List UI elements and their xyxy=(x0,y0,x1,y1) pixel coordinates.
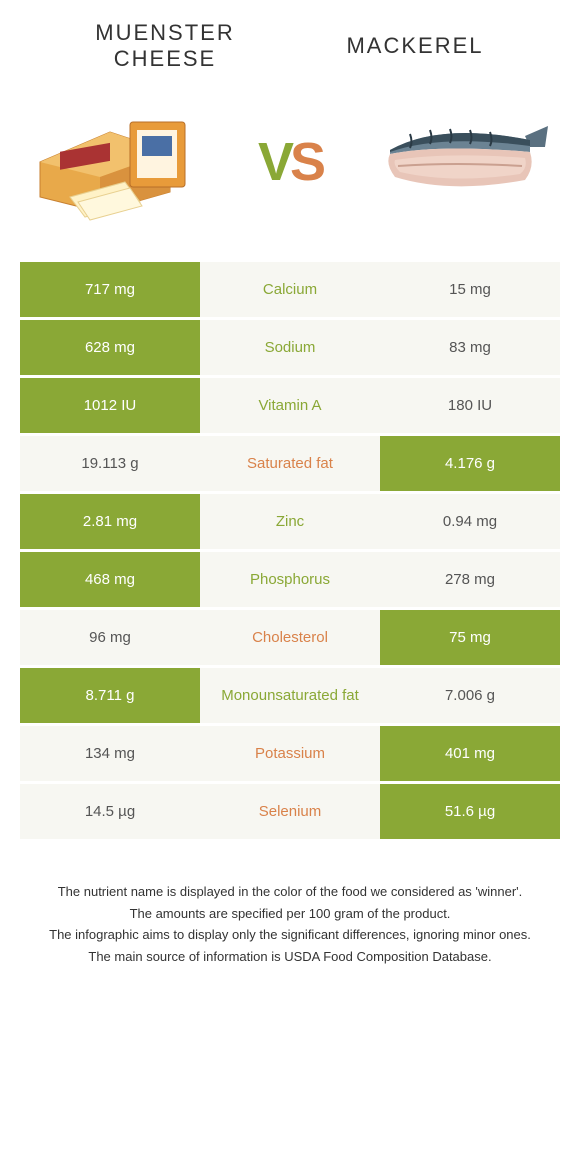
nutrient-label: Saturated fat xyxy=(200,436,380,491)
left-value: 8.711 g xyxy=(20,668,200,723)
table-row: 1012 IUVitamin A180 IU xyxy=(20,378,560,433)
footnote-line: The nutrient name is displayed in the co… xyxy=(40,882,540,902)
mackerel-icon xyxy=(380,112,550,212)
nutrient-label: Cholesterol xyxy=(200,610,380,665)
table-row: 468 mgPhosphorus278 mg xyxy=(20,552,560,607)
table-row: 19.113 gSaturated fat4.176 g xyxy=(20,436,560,491)
nutrient-label: Vitamin A xyxy=(200,378,380,433)
left-value: 19.113 g xyxy=(20,436,200,491)
table-row: 2.81 mgZinc0.94 mg xyxy=(20,494,560,549)
left-value: 2.81 mg xyxy=(20,494,200,549)
footnotes: The nutrient name is displayed in the co… xyxy=(0,842,580,966)
table-row: 628 mgSodium83 mg xyxy=(20,320,560,375)
left-value: 717 mg xyxy=(20,262,200,317)
table-row: 96 mgCholesterol75 mg xyxy=(20,610,560,665)
vs-v: V xyxy=(258,132,290,192)
vs-s: S xyxy=(290,132,322,192)
left-value: 96 mg xyxy=(20,610,200,665)
right-value: 75 mg xyxy=(380,610,560,665)
right-value: 278 mg xyxy=(380,552,560,607)
fish-image xyxy=(380,97,550,227)
table-row: 717 mgCalcium15 mg xyxy=(20,262,560,317)
comparison-table: 717 mgCalcium15 mg628 mgSodium83 mg1012 … xyxy=(0,262,580,839)
nutrient-label: Calcium xyxy=(200,262,380,317)
nutrient-label: Phosphorus xyxy=(200,552,380,607)
cheese-image xyxy=(30,97,200,227)
footnote-line: The main source of information is USDA F… xyxy=(40,947,540,967)
right-value: 0.94 mg xyxy=(380,494,560,549)
left-value: 14.5 µg xyxy=(20,784,200,839)
right-value: 7.006 g xyxy=(380,668,560,723)
cheese-icon xyxy=(30,102,200,222)
right-value: 15 mg xyxy=(380,262,560,317)
left-food-title: Muenster cheese xyxy=(40,20,290,72)
right-value: 83 mg xyxy=(380,320,560,375)
table-row: 14.5 µgSelenium51.6 µg xyxy=(20,784,560,839)
right-value: 401 mg xyxy=(380,726,560,781)
images-row: VS xyxy=(0,82,580,262)
right-value: 180 IU xyxy=(380,378,560,433)
table-row: 134 mgPotassium401 mg xyxy=(20,726,560,781)
vs-label: VS xyxy=(258,131,322,193)
left-value: 1012 IU xyxy=(20,378,200,433)
left-value: 468 mg xyxy=(20,552,200,607)
nutrient-label: Selenium xyxy=(200,784,380,839)
right-value: 51.6 µg xyxy=(380,784,560,839)
right-food-title: Mackerel xyxy=(290,33,540,59)
nutrient-label: Sodium xyxy=(200,320,380,375)
nutrient-label: Potassium xyxy=(200,726,380,781)
right-value: 4.176 g xyxy=(380,436,560,491)
nutrient-label: Zinc xyxy=(200,494,380,549)
left-value: 628 mg xyxy=(20,320,200,375)
header: Muenster cheese Mackerel xyxy=(0,0,580,82)
table-row: 8.711 gMonounsaturated fat7.006 g xyxy=(20,668,560,723)
footnote-line: The infographic aims to display only the… xyxy=(40,925,540,945)
footnote-line: The amounts are specified per 100 gram o… xyxy=(40,904,540,924)
left-value: 134 mg xyxy=(20,726,200,781)
nutrient-label: Monounsaturated fat xyxy=(200,668,380,723)
